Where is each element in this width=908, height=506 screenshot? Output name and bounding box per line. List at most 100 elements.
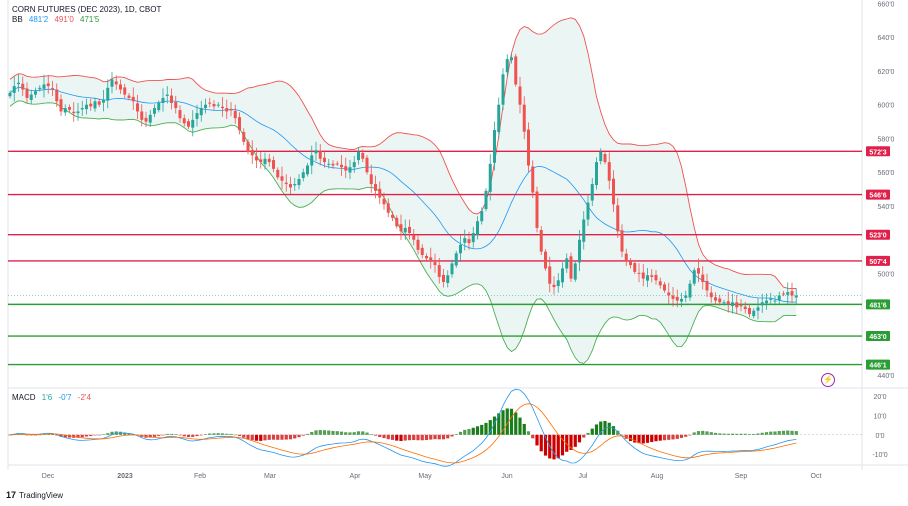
macd-histogram-bar — [526, 431, 531, 435]
candle-body — [688, 283, 692, 298]
candle-body — [8, 92, 12, 97]
x-tick-label: Aug — [651, 473, 664, 480]
candle-body — [344, 166, 348, 171]
macd-histogram-bar — [552, 434, 556, 460]
candle-body — [446, 275, 450, 284]
macd-y-tick-label: -10'0 — [872, 452, 887, 459]
candle-body — [420, 247, 424, 255]
macd-histogram-bar — [322, 430, 327, 435]
candle-body — [106, 87, 110, 101]
candle-body — [110, 79, 114, 87]
candle-body — [76, 111, 80, 114]
macd-histogram-bar — [577, 434, 582, 443]
candle-body — [348, 167, 352, 173]
level-label-6: 446'1 — [869, 363, 886, 370]
macd-histogram-bar — [38, 434, 42, 436]
macd-histogram-bar — [688, 434, 692, 436]
bb-fill — [10, 17, 797, 364]
macd-histogram-bar — [352, 432, 356, 435]
bb-basis-value: 481'2 — [28, 15, 49, 24]
candle-body — [365, 157, 369, 173]
candle-body — [42, 84, 46, 89]
macd-histogram-bar — [344, 432, 348, 435]
macd-histogram-bar — [573, 434, 577, 447]
candle-body — [794, 295, 798, 298]
macd-histogram-bar — [84, 434, 89, 437]
macd-histogram-bar — [8, 434, 12, 436]
macd-histogram-bar — [662, 434, 667, 441]
macd-histogram-bar — [50, 434, 55, 435]
macd-histogram-bar — [594, 424, 599, 435]
candle-body — [374, 184, 377, 191]
macd-histogram-bar — [254, 434, 259, 441]
level-label-0: 572'3 — [869, 149, 886, 156]
macd-histogram-bar — [628, 434, 633, 442]
candle-body — [170, 95, 173, 104]
candle-body — [561, 268, 564, 283]
macd-histogram-bar — [297, 434, 301, 438]
candle-body — [450, 263, 454, 275]
lightning-icon[interactable]: ⚡ — [821, 373, 835, 387]
candle-body — [722, 302, 726, 304]
macd-histogram-bar — [735, 433, 739, 435]
y-tick-label: 600'0 — [878, 103, 895, 110]
candle-body — [102, 99, 105, 103]
macd-histogram-bar — [216, 433, 220, 435]
macd-histogram-bar — [718, 433, 722, 435]
macd-histogram-bar — [148, 434, 152, 438]
candle-body — [510, 57, 513, 61]
candle-body — [556, 280, 560, 287]
candle-body — [518, 86, 522, 105]
candle-body — [476, 221, 479, 236]
candle-body — [692, 270, 696, 284]
macd-histogram-bar — [607, 422, 611, 435]
candle-body — [590, 184, 594, 201]
macd-histogram-bar — [263, 434, 267, 441]
candle-body — [310, 155, 314, 166]
macd-histogram-bar — [764, 432, 769, 435]
candle-body — [63, 108, 67, 113]
candle-body — [148, 114, 152, 123]
candle-body — [726, 301, 730, 304]
candle-body — [297, 178, 301, 186]
candle-body — [748, 308, 751, 315]
candle-body — [38, 87, 42, 90]
macd-histogram-bar — [42, 434, 46, 435]
macd-histogram-bar — [293, 434, 297, 439]
macd-histogram-bar — [611, 426, 616, 435]
macd-histogram-bar — [395, 434, 399, 441]
tradingview-logo-icon: 17 — [6, 490, 17, 500]
macd-line — [9, 388, 797, 467]
candle-body — [157, 103, 161, 111]
macd-histogram-bar — [492, 416, 497, 435]
macd-value-1: 1'6 — [41, 393, 53, 402]
bb-basis-line — [9, 86, 797, 303]
macd-histogram-bar — [80, 434, 84, 438]
candle-body — [667, 292, 671, 296]
candle-body — [578, 239, 581, 263]
macd-histogram-bar — [441, 434, 446, 440]
candle-body — [174, 101, 178, 109]
macd-histogram-bar — [696, 431, 701, 435]
macd-histogram-bar — [250, 434, 254, 441]
candle-body — [361, 152, 365, 159]
candle-body — [586, 202, 590, 220]
macd-histogram-bar — [509, 408, 514, 435]
candle-body — [199, 108, 203, 116]
macd-histogram-bar — [267, 434, 271, 440]
candle-body — [488, 163, 492, 192]
macd-histogram-bar — [543, 434, 548, 456]
macd-histogram-bar — [174, 434, 178, 435]
x-tick-label: Apr — [350, 473, 362, 480]
candle-body — [136, 103, 139, 112]
macd-histogram-bar — [123, 432, 127, 435]
candle-body — [318, 151, 322, 159]
candle-body — [637, 272, 641, 274]
macd-histogram-bar — [739, 433, 743, 435]
macd-histogram-bar — [339, 431, 344, 435]
candle-body — [471, 233, 475, 243]
y-tick-label: 620'0 — [878, 69, 895, 76]
macd-histogram-bar — [726, 433, 730, 435]
level-tag-6 — [866, 359, 890, 370]
candle-body — [565, 258, 569, 269]
